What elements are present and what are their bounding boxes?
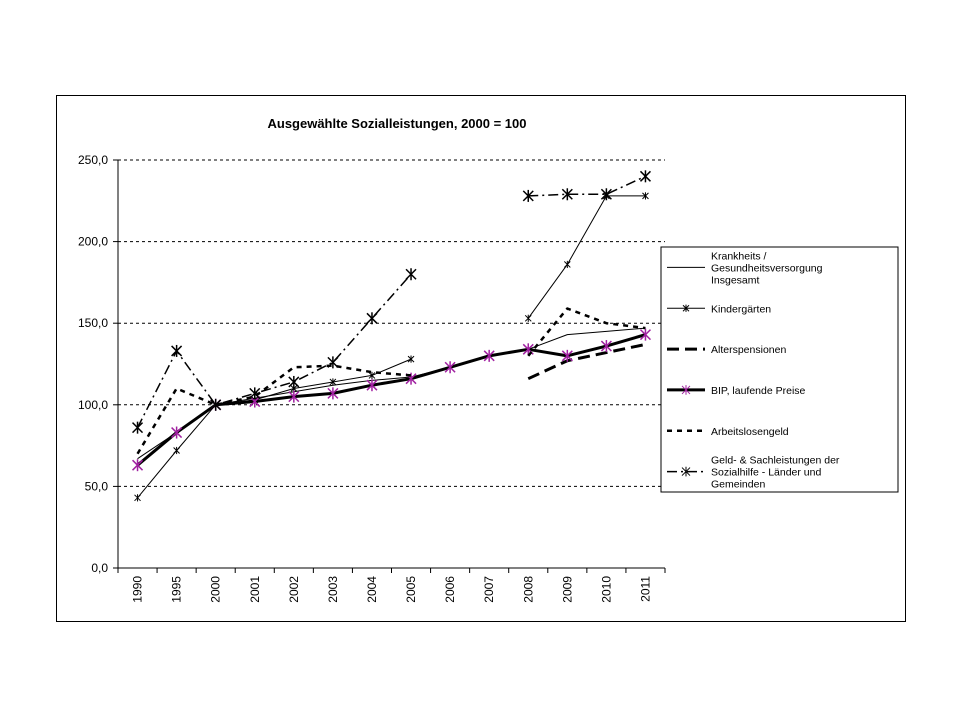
x-tick-label: 2011 bbox=[638, 576, 652, 602]
legend-marker bbox=[682, 304, 690, 312]
x-tick-label: 2009 bbox=[560, 576, 574, 603]
series-segment bbox=[136, 273, 412, 428]
legend-marker bbox=[681, 385, 691, 395]
legend-label: Alterspensionen bbox=[711, 344, 786, 356]
data-point bbox=[524, 314, 532, 322]
data-point bbox=[368, 371, 376, 380]
data-point bbox=[171, 344, 183, 357]
data-point bbox=[132, 421, 144, 434]
y-tick-label: 0,0 bbox=[91, 561, 108, 575]
data-point bbox=[329, 378, 337, 386]
x-tick-label: 2006 bbox=[443, 576, 457, 603]
series-segment bbox=[527, 195, 646, 319]
series-line bbox=[132, 170, 651, 434]
y-tick-label: 100,0 bbox=[78, 398, 108, 412]
legend-item: Arbeitslosengeld bbox=[667, 426, 789, 438]
line-chart: Ausgewählte Sozialleistungen, 2000 = 100… bbox=[78, 116, 899, 603]
y-tick-label: 250,0 bbox=[78, 153, 108, 167]
series-segment bbox=[137, 358, 412, 499]
series-segment bbox=[137, 327, 646, 460]
series-segment bbox=[527, 307, 646, 357]
data-point bbox=[173, 446, 180, 455]
legend-label: BIP, laufende Preise bbox=[711, 385, 806, 397]
data-point bbox=[327, 387, 339, 400]
data-point bbox=[210, 398, 222, 411]
data-point bbox=[483, 349, 495, 362]
grid-lines bbox=[118, 159, 665, 487]
legend-label: Gesundheitsversorgung bbox=[711, 262, 823, 274]
data-point bbox=[288, 390, 300, 403]
x-tick-label: 2003 bbox=[326, 576, 340, 603]
data-point bbox=[561, 188, 573, 201]
data-point bbox=[288, 375, 300, 388]
y-tick-label: 150,0 bbox=[78, 316, 108, 330]
legend-label: Sozialhilfe - Länder und bbox=[711, 467, 821, 479]
x-tick-label: 2007 bbox=[482, 576, 496, 603]
y-tick-label: 50,0 bbox=[85, 479, 109, 493]
data-point bbox=[600, 340, 612, 353]
x-tick-label: 2002 bbox=[287, 576, 301, 603]
series-line bbox=[134, 192, 649, 502]
series-line bbox=[136, 307, 646, 455]
legend-label: Gemeinden bbox=[711, 479, 765, 491]
x-tick-label: 2004 bbox=[365, 576, 379, 603]
legend-label: Krankheits / bbox=[711, 250, 767, 262]
legend: Krankheits /GesundheitsversorgungInsgesa… bbox=[660, 246, 899, 493]
x-tick-label: 2008 bbox=[521, 576, 535, 603]
data-point bbox=[639, 170, 651, 183]
x-tick-label: 1990 bbox=[131, 576, 145, 603]
data-point bbox=[366, 312, 378, 325]
legend-item: Kindergärten bbox=[667, 303, 771, 315]
series-segment bbox=[528, 175, 646, 197]
series-segment bbox=[136, 364, 412, 455]
legend-label: Geld- & Sachleistungen der bbox=[711, 455, 840, 467]
data-point bbox=[444, 361, 456, 374]
x-tick-label: 2005 bbox=[404, 576, 418, 603]
series-segment bbox=[527, 342, 646, 381]
data-point bbox=[561, 349, 573, 362]
chart-frame: Ausgewählte Sozialleistungen, 2000 = 100… bbox=[56, 95, 906, 622]
series-line bbox=[132, 328, 651, 472]
x-tick-label: 2001 bbox=[248, 576, 262, 603]
axes: 0,0 50,0 100,0 150,0 200,0 250,0 1990 1995 2000 2… bbox=[78, 153, 666, 603]
data-point bbox=[642, 192, 649, 200]
data-point bbox=[639, 328, 651, 341]
series-line bbox=[137, 327, 646, 460]
data-point bbox=[405, 268, 417, 281]
series-line bbox=[527, 342, 646, 381]
x-tick-label: 2010 bbox=[599, 576, 613, 603]
data-point bbox=[134, 494, 141, 502]
data-point bbox=[600, 188, 612, 201]
data-point bbox=[522, 189, 534, 202]
data-point bbox=[563, 260, 571, 269]
data-point bbox=[249, 387, 261, 400]
data-point bbox=[327, 356, 339, 369]
legend-box bbox=[660, 246, 899, 493]
data-point bbox=[132, 459, 144, 472]
legend-label: Insgesamt bbox=[711, 274, 760, 286]
data-point bbox=[171, 426, 183, 439]
series-layer bbox=[132, 170, 651, 502]
legend-label: Kindergärten bbox=[711, 303, 771, 315]
x-tick-label: 2000 bbox=[209, 576, 223, 603]
legend-label: Arbeitslosengeld bbox=[711, 426, 789, 438]
data-point bbox=[407, 355, 415, 363]
legend-item: Alterspensionen bbox=[667, 344, 786, 356]
legend-item: Krankheits /GesundheitsversorgungInsgesa… bbox=[667, 250, 823, 286]
chart-title: Ausgewählte Sozialleistungen, 2000 = 100 bbox=[267, 116, 526, 131]
legend-marker bbox=[681, 466, 691, 477]
data-point bbox=[366, 379, 378, 392]
y-tick-label: 200,0 bbox=[78, 235, 108, 249]
legend-item: BIP, laufende Preise bbox=[667, 385, 806, 397]
x-tick-label: 1995 bbox=[170, 576, 184, 603]
